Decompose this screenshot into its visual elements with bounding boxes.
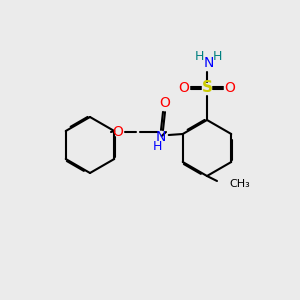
Text: O: O — [178, 81, 189, 95]
Text: H: H — [153, 140, 162, 154]
Text: O: O — [160, 96, 170, 110]
Text: S: S — [202, 80, 212, 95]
Text: N: N — [156, 130, 166, 144]
Text: O: O — [225, 81, 236, 95]
Text: N: N — [204, 56, 214, 70]
Text: O: O — [112, 125, 123, 139]
Text: H: H — [212, 50, 222, 62]
Text: H: H — [194, 50, 204, 62]
Text: CH₃: CH₃ — [229, 179, 250, 189]
